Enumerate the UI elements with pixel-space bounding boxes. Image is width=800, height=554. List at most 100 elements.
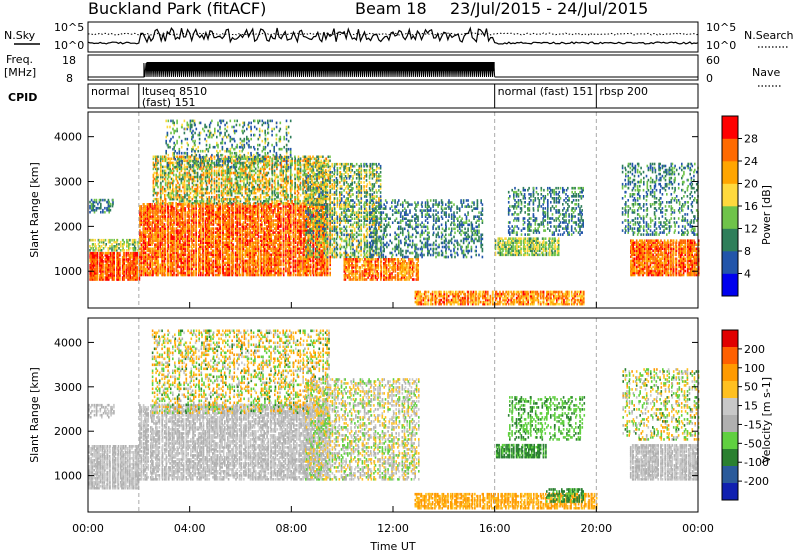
range-gate-cell bbox=[227, 245, 229, 248]
range-gate-cell bbox=[205, 247, 208, 251]
range-gate-cell bbox=[184, 225, 186, 228]
range-gate-cell bbox=[175, 207, 178, 210]
range-gate-cell bbox=[96, 258, 99, 261]
range-gate-cell bbox=[195, 227, 197, 230]
range-gate-cell bbox=[263, 271, 265, 275]
range-gate-cell bbox=[131, 272, 133, 275]
range-gate-cell bbox=[298, 241, 300, 244]
range-gate-cell bbox=[285, 239, 287, 242]
range-gate-cell bbox=[131, 240, 134, 244]
range-gate-cell bbox=[182, 251, 185, 255]
range-gate-cell bbox=[171, 263, 174, 267]
range-gate-cell bbox=[210, 263, 212, 267]
range-gate-cell bbox=[246, 271, 249, 275]
range-gate-cell bbox=[257, 221, 259, 224]
range-gate-cell bbox=[278, 237, 281, 240]
range-gate-cell bbox=[123, 274, 125, 277]
range-gate-cell bbox=[227, 231, 229, 234]
range-gate-cell bbox=[188, 265, 190, 269]
range-gate-cell bbox=[252, 257, 255, 261]
range-gate-cell bbox=[204, 223, 207, 226]
range-gate-cell bbox=[155, 223, 158, 226]
range-gate-cell bbox=[302, 209, 304, 212]
range-gate-cell bbox=[205, 241, 208, 244]
range-gate-cell bbox=[300, 219, 302, 222]
range-gate-cell bbox=[219, 223, 221, 226]
range-gate-cell bbox=[113, 268, 115, 271]
range-gate-cell bbox=[212, 229, 215, 232]
range-gate-cell bbox=[175, 223, 178, 226]
range-gate-cell bbox=[100, 268, 102, 271]
range-gate-cell bbox=[163, 271, 166, 275]
range-gate-cell bbox=[217, 221, 220, 224]
range-gate-cell bbox=[302, 205, 304, 208]
range-gate-cell bbox=[164, 235, 166, 238]
range-gate-cell bbox=[143, 233, 145, 236]
range-gate-cell bbox=[316, 211, 319, 214]
range-gate-cell bbox=[260, 257, 262, 261]
range-gate-cell bbox=[207, 217, 209, 220]
range-gate-cell bbox=[152, 273, 154, 277]
range-gate-cell bbox=[108, 204, 110, 208]
range-gate-cell bbox=[157, 159, 159, 163]
range-gate-cell bbox=[186, 225, 189, 228]
range-gate-cell bbox=[102, 210, 104, 214]
range-gate-cell bbox=[154, 225, 156, 228]
range-gate-cell bbox=[238, 237, 241, 240]
range-gate-cell bbox=[193, 233, 195, 236]
range-gate-cell bbox=[159, 217, 161, 220]
range-gate-cell bbox=[315, 237, 317, 240]
range-gate-cell bbox=[268, 217, 270, 220]
range-gate-cell bbox=[154, 243, 156, 246]
range-gate-cell bbox=[246, 243, 249, 246]
range-gate-cell bbox=[157, 207, 159, 210]
range-gate-cell bbox=[143, 231, 145, 234]
range-gate-cell bbox=[173, 217, 175, 220]
range-gate-cell bbox=[181, 203, 184, 206]
range-gate-cell bbox=[159, 219, 161, 222]
range-gate-cell bbox=[98, 238, 101, 242]
range-gate-cell bbox=[260, 225, 262, 228]
range-gate-cell bbox=[99, 256, 101, 259]
range-gate-cell bbox=[159, 209, 161, 212]
noise-sky-label: N.Sky bbox=[4, 29, 36, 42]
range-gate-cell bbox=[241, 267, 244, 271]
range-gate-cell bbox=[180, 215, 182, 218]
range-gate-cell bbox=[127, 258, 129, 261]
range-gate-cell bbox=[89, 254, 91, 257]
range-gate-cell bbox=[106, 206, 108, 210]
range-gate-cell bbox=[112, 202, 114, 206]
range-gate-cell bbox=[143, 209, 145, 212]
range-gate-cell bbox=[140, 213, 143, 216]
range-gate-cell bbox=[222, 271, 224, 275]
range-gate-cell bbox=[270, 269, 272, 273]
range-gate-cell bbox=[272, 251, 274, 255]
range-gate-cell bbox=[255, 231, 257, 234]
range-gate-cell bbox=[139, 239, 141, 242]
range-gate-cell bbox=[316, 267, 319, 271]
range-gate-cell bbox=[309, 265, 312, 269]
range-gate-cell bbox=[134, 243, 137, 246]
range-gate-cell bbox=[304, 259, 307, 263]
range-gate-cell bbox=[225, 233, 228, 236]
range-gate-cell bbox=[316, 259, 319, 263]
range-gate-cell bbox=[278, 255, 281, 259]
range-gate-cell bbox=[107, 208, 110, 212]
range-gate-cell bbox=[236, 261, 239, 265]
range-gate-cell bbox=[225, 223, 228, 226]
range-gate-cell bbox=[131, 264, 133, 267]
range-gate-cell bbox=[261, 221, 263, 224]
range-gate-cell bbox=[304, 271, 307, 275]
range-gate-cell bbox=[224, 233, 226, 236]
range-gate-cell bbox=[280, 271, 282, 275]
range-gate-cell bbox=[180, 257, 182, 261]
range-gate-cell bbox=[217, 215, 220, 218]
range-gate-cell bbox=[112, 274, 115, 277]
range-gate-cell bbox=[287, 231, 289, 234]
range-gate-cell bbox=[184, 245, 186, 248]
range-gate-cell bbox=[146, 257, 149, 261]
range-gate-cell bbox=[249, 237, 251, 240]
range-gate-cell bbox=[288, 243, 291, 246]
range-gate-cell bbox=[146, 235, 149, 238]
range-gate-cell bbox=[188, 221, 190, 224]
